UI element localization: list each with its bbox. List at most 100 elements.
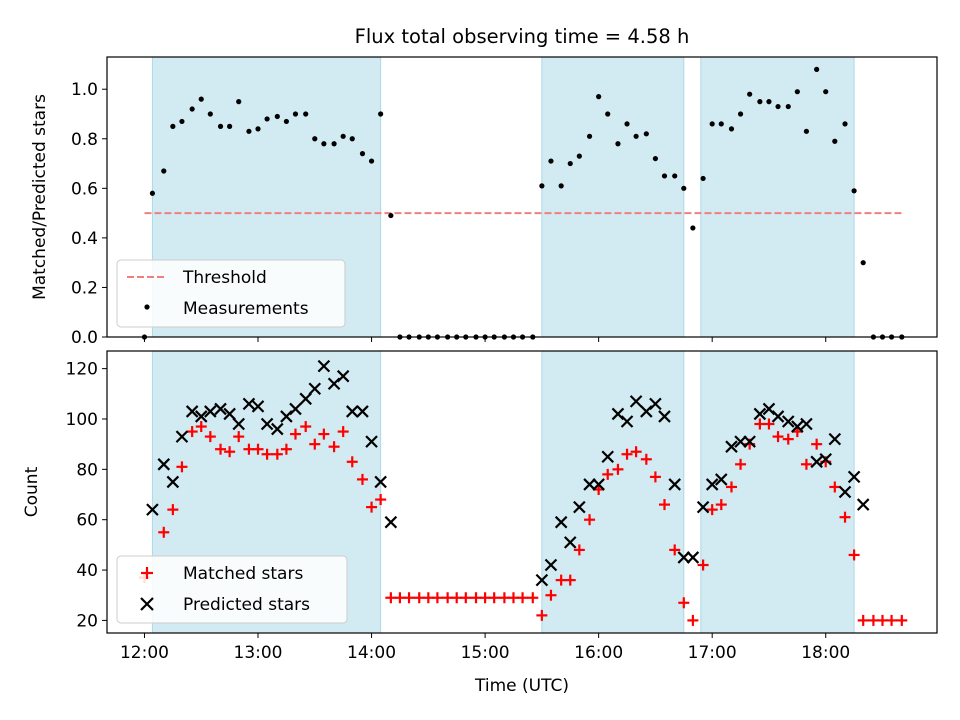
matched-point <box>233 431 245 443</box>
x-tick-label: 16:00 <box>574 643 623 663</box>
matched-point <box>328 441 340 453</box>
matched-point <box>763 418 775 430</box>
y-tick-label: 0.0 <box>71 328 98 348</box>
predicted-point <box>223 407 236 421</box>
measurement-point <box>633 133 639 139</box>
measurement-point <box>274 113 280 120</box>
predicted-point <box>620 415 634 428</box>
predicted-point <box>166 475 180 489</box>
predicted-point <box>317 359 331 373</box>
measurement-point <box>264 116 270 122</box>
measurement-point <box>368 158 375 164</box>
measurement-point <box>794 89 800 95</box>
predicted-point <box>714 473 728 486</box>
measurement-point <box>700 175 706 182</box>
measurement-point <box>718 121 724 127</box>
observing-interval <box>700 350 855 634</box>
matched-point <box>640 453 652 465</box>
measurement-point <box>757 99 763 105</box>
measurement-point <box>189 106 195 112</box>
measurement-point <box>161 168 167 174</box>
measurement-point <box>558 183 564 189</box>
y-tick-label: 20 <box>76 611 98 631</box>
matched-point <box>630 446 642 458</box>
panel-counts-frame <box>106 350 938 634</box>
predicted-point <box>356 405 369 418</box>
matched-point <box>375 494 387 506</box>
measurement-point <box>775 103 781 110</box>
legend-predicted-swatch <box>140 597 154 611</box>
predicted-point <box>214 402 227 416</box>
measurement-point <box>624 121 630 127</box>
legend-frame <box>116 259 346 328</box>
predicted-point <box>743 435 756 448</box>
predicted-point <box>791 420 804 433</box>
predicted-point <box>725 440 738 453</box>
y-tick-label: 0.8 <box>71 130 98 150</box>
measurement-point <box>709 121 715 127</box>
panel-ratio-frame <box>106 56 938 338</box>
legend-matched-swatch <box>141 567 153 579</box>
x-tick-label: 15:00 <box>461 643 510 663</box>
predicted-point <box>289 402 302 416</box>
matched-point <box>309 438 321 450</box>
matched-point <box>536 609 548 621</box>
matched-point <box>886 614 898 626</box>
matched-point <box>658 499 670 511</box>
y-tick-label: 1.0 <box>71 80 98 100</box>
predicted-point <box>810 455 823 469</box>
panel-ratio-xticks <box>143 337 827 342</box>
matched-point <box>545 589 557 601</box>
observing-interval <box>700 56 855 338</box>
predicted-point <box>544 558 558 572</box>
matched-point <box>318 428 330 440</box>
predicted-point <box>828 432 842 446</box>
matched-point <box>697 559 709 571</box>
predicted-point <box>601 450 615 464</box>
predicted-point <box>592 478 605 491</box>
panel-counts-xticks: 12:00 13:00 14:00 15:00 16:00 17:00 18:00 <box>120 633 850 663</box>
y-tick-label: 0.4 <box>71 229 98 249</box>
matched-point <box>649 471 661 483</box>
measurement-point <box>236 99 242 105</box>
predicted-point <box>668 478 681 491</box>
measurement-point <box>832 138 838 144</box>
legend-measurements-label: Measurements <box>183 299 309 319</box>
matched-point <box>488 592 500 604</box>
matched-point <box>706 504 718 516</box>
predicted-point <box>734 435 747 448</box>
predicted-point <box>847 470 861 484</box>
measurement-point <box>803 128 810 134</box>
figure-title: Flux total observing time = 4.58 h <box>355 25 690 48</box>
legend-frame <box>116 555 348 624</box>
matched-point <box>811 438 823 450</box>
predicted-point <box>146 503 159 516</box>
predicted-point <box>696 500 710 514</box>
matched-point <box>366 501 378 513</box>
matched-point <box>857 614 869 626</box>
predicted-point <box>771 410 785 423</box>
measurement-point <box>652 155 659 162</box>
matched-point <box>356 473 368 485</box>
panel-ratio-ylabel: Matched/Predicted stars <box>30 94 50 300</box>
predicted-point <box>781 415 795 428</box>
predicted-point <box>204 405 217 418</box>
predicted-point <box>563 536 577 549</box>
matched-point <box>176 461 188 473</box>
matched-point <box>848 549 860 561</box>
measurement-point <box>283 118 289 125</box>
predicted-point <box>800 417 813 431</box>
legend-measurements-swatch <box>144 304 150 310</box>
measurement-point <box>823 89 829 95</box>
observing-interval <box>541 56 685 338</box>
measurement-point <box>170 123 176 129</box>
panel-ratio-yticks: 0.0 0.2 0.4 0.6 0.8 1.0 <box>71 80 107 348</box>
predicted-point <box>658 410 671 423</box>
panel-ratio-points <box>141 66 905 340</box>
measurement-point <box>217 123 224 129</box>
matched-point <box>896 614 908 626</box>
panel-counts-legend: Matched stars Predicted stars <box>116 555 348 624</box>
measurement-point <box>378 111 384 117</box>
y-tick-label: 80 <box>76 460 98 480</box>
matched-point <box>573 544 585 556</box>
